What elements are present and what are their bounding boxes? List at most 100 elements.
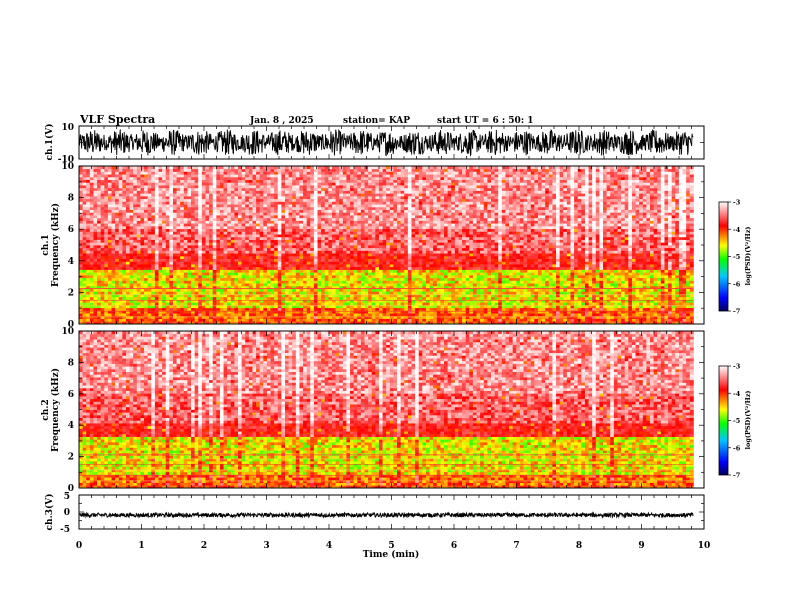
spectrogram-cell (281, 236, 286, 240)
spectrogram-cell (158, 255, 163, 260)
spectrogram-cell (303, 288, 308, 292)
spectrogram-cell (292, 307, 297, 311)
spectrogram-cell (115, 204, 120, 208)
spectrogram-cell (216, 285, 221, 289)
spectrogram-cell (252, 245, 257, 249)
spectrogram-cell (172, 285, 177, 289)
spectrogram-cell (342, 245, 347, 249)
spectrogram-cell (292, 176, 297, 181)
spectrogram-cell (331, 253, 336, 257)
spectrogram-cell (306, 247, 311, 251)
spectrogram-cell (248, 228, 253, 232)
spectrogram-cell (299, 185, 304, 189)
spectrogram-cell (313, 182, 318, 186)
spectrogram-cell (187, 313, 192, 317)
spectrogram-cell (115, 176, 120, 181)
spectrogram-cell (223, 261, 228, 265)
spectrogram-cell (158, 168, 163, 172)
spectrogram-cell (147, 313, 152, 317)
spectrogram-cell (303, 215, 308, 219)
spectrogram-cell (350, 280, 355, 284)
spectrogram-cell (191, 280, 196, 284)
spectrogram-cell (100, 166, 105, 170)
spectrogram-cell (342, 266, 347, 270)
spectrogram-cell (328, 288, 333, 292)
spectrogram-cell (129, 294, 134, 298)
spectrogram-cell (147, 215, 152, 219)
spectrogram-cell (375, 264, 380, 268)
spectrogram-cell (357, 209, 362, 213)
spectrogram-cell (238, 225, 243, 230)
spectrogram-cell (368, 253, 373, 257)
spectrogram-cell (342, 299, 347, 303)
spectrogram-cell (375, 231, 380, 235)
spectrogram-cell (266, 285, 271, 289)
spectrogram-cell (364, 272, 369, 276)
spectrogram-cell (266, 274, 271, 279)
spectrogram-cell (115, 296, 120, 300)
spectrogram-cell (285, 174, 290, 178)
spectrogram-cell (176, 193, 181, 197)
spectrogram-cell (350, 185, 355, 189)
spectrogram-cell (151, 206, 156, 210)
spectrogram-cell (144, 236, 149, 240)
spectrogram-cell (350, 198, 355, 202)
spectrogram-cell (191, 223, 196, 227)
spectrogram-cell (147, 288, 152, 292)
spectrogram-cell (100, 242, 105, 246)
spectrogram-cell (144, 247, 149, 251)
spectrogram-cell (194, 274, 199, 279)
spectrogram-cell (227, 171, 232, 175)
spectrogram-cell (212, 193, 217, 197)
spectrogram-cell (357, 204, 362, 208)
spectrogram-cell (183, 315, 188, 319)
spectrogram-cell (162, 313, 167, 317)
spectrogram-cell (292, 198, 297, 202)
spectrogram-cell (223, 266, 228, 270)
spectrogram-cell (183, 247, 188, 251)
spectrogram-cell (230, 255, 235, 260)
spectrogram-cell (328, 266, 333, 270)
spectrogram-cell (118, 250, 123, 254)
spectrogram-cell (223, 280, 228, 284)
spectrogram-cell (201, 264, 206, 268)
spectrogram-cell (162, 250, 167, 254)
spectrogram-cell (165, 179, 170, 183)
spectrogram-cell (144, 185, 149, 189)
spectrogram-cell (230, 304, 235, 309)
spectrogram-cell (209, 294, 214, 298)
spectrogram-cell (216, 253, 221, 257)
spectrogram-cell (129, 185, 134, 189)
spectrogram-cell (151, 299, 156, 303)
spectrogram-cell (256, 318, 261, 322)
spectrogram-cell (241, 212, 246, 216)
spectrogram-cell (353, 176, 358, 181)
spectrogram-cell (245, 209, 250, 213)
spectrogram-cell (100, 217, 105, 221)
spectrogram-cell (306, 182, 311, 186)
spectrogram-cell (270, 318, 275, 322)
spectrogram-cell (375, 171, 380, 175)
spectrogram-cell (172, 247, 177, 251)
spectrogram-cell (86, 225, 91, 230)
spectrogram-cell (378, 166, 383, 170)
spectrogram-cell (230, 245, 235, 249)
spectrogram-cell (306, 283, 311, 287)
spectrogram-cell (378, 206, 383, 210)
spectrogram-cell (317, 174, 322, 178)
spectrogram-cell (321, 315, 326, 319)
spectrogram-cell (172, 253, 177, 257)
spectrogram-cell (205, 209, 210, 213)
spectrogram-cell (180, 166, 185, 170)
spectrogram-cell (86, 182, 91, 186)
spectrogram-cell (292, 215, 297, 219)
spectrogram-cell (93, 242, 98, 246)
spectrogram-cell (158, 198, 163, 202)
spectrogram-cell (350, 220, 355, 224)
spectrogram-cell (227, 179, 232, 183)
spectrogram-cell (353, 231, 358, 235)
spectrogram-cell (104, 198, 109, 202)
spectrogram-cell (100, 176, 105, 181)
spectrogram-cell (133, 288, 138, 292)
spectrogram-cell (357, 242, 362, 246)
